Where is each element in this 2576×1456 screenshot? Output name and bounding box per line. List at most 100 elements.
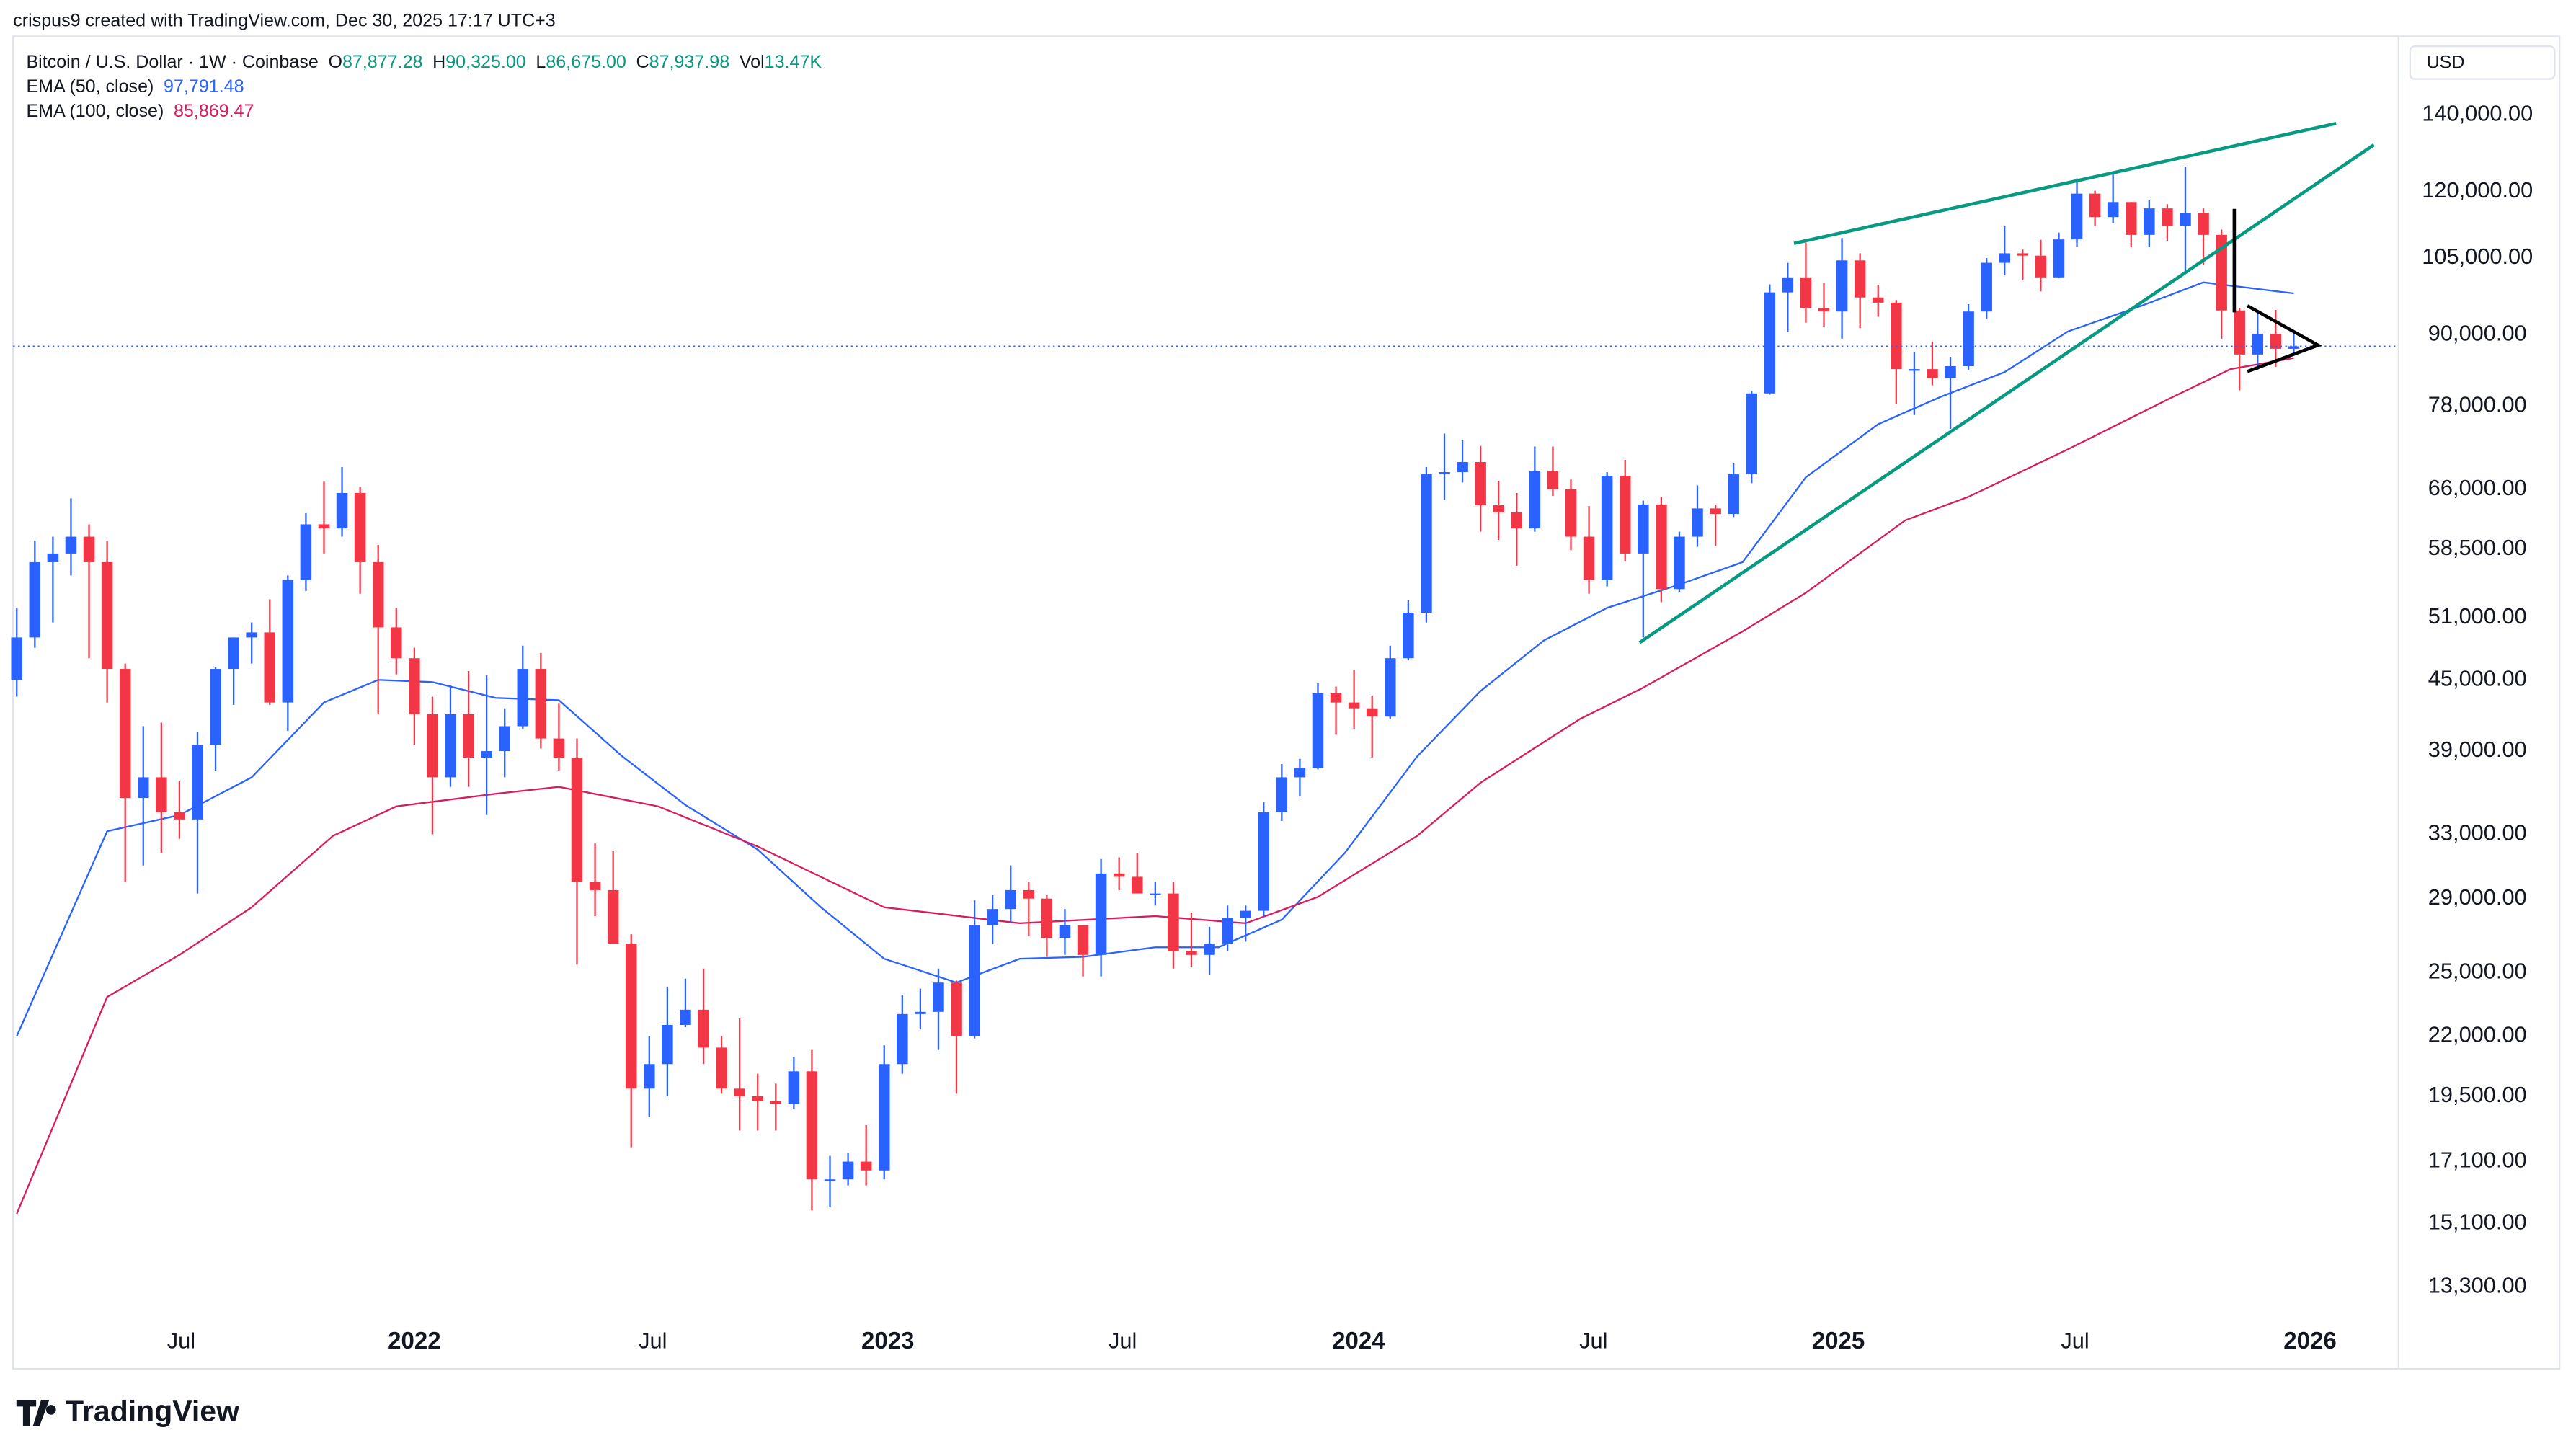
candle-body	[1366, 708, 1378, 717]
candle-body	[1710, 508, 1721, 515]
candle-body	[2125, 202, 2137, 235]
candle-body	[1764, 292, 1776, 394]
candle-body	[1168, 893, 1179, 951]
candle-body	[1348, 702, 1360, 709]
candle-body	[1909, 369, 1920, 371]
ema-line	[16, 281, 2294, 1036]
candle-body	[517, 669, 529, 727]
candle-body	[933, 982, 944, 1012]
candle-body	[1601, 476, 1613, 580]
candle-body	[354, 492, 366, 562]
candle-body	[752, 1096, 764, 1101]
candle-body	[1385, 658, 1396, 717]
candle-body	[1258, 812, 1270, 911]
legend-entry: EMA (50, close)	[26, 76, 154, 97]
candle-body	[951, 982, 962, 1036]
candle-body	[481, 751, 492, 758]
candle-body	[445, 714, 456, 778]
candle-body	[11, 637, 23, 680]
candle-body	[1565, 489, 1577, 537]
candle-body	[1728, 474, 1739, 515]
candle-body	[734, 1088, 745, 1096]
x-tick-label: Jul	[1579, 1328, 1607, 1354]
brand: TradingView	[66, 1394, 239, 1427]
candle-body	[1999, 253, 2011, 263]
candle-body	[1150, 893, 1161, 895]
candle-body	[1872, 297, 1884, 303]
candle-body	[878, 1064, 890, 1171]
y-tick-label: 19,500.00	[2428, 1082, 2527, 1107]
candle-body	[210, 669, 221, 745]
candle-body	[860, 1161, 872, 1171]
ohlc-label: L	[536, 51, 546, 71]
candle-body	[1059, 925, 1071, 938]
y-tick-label: 39,000.00	[2428, 737, 2527, 762]
candle-body	[1421, 474, 1432, 613]
candle-body	[1583, 536, 1595, 580]
candle-body	[644, 1064, 655, 1089]
candle-body	[915, 1011, 926, 1014]
triangle-pattern	[2247, 304, 2322, 373]
candle-body	[156, 777, 167, 812]
candle-body	[897, 1013, 908, 1065]
candle-body	[1240, 910, 1251, 918]
candle-body	[589, 882, 601, 890]
candle-body	[463, 714, 474, 758]
legend-entry: EMA (100, close)	[26, 101, 164, 121]
x-tick-label: Jul	[639, 1328, 667, 1354]
logo: TradingView	[16, 1394, 239, 1427]
candle-body	[409, 658, 420, 714]
candle-body	[842, 1161, 854, 1180]
legend-ema: EMA (100, close) 85,869.47	[26, 101, 254, 121]
legend-value: 97,791.48	[164, 76, 244, 97]
candle-body	[969, 925, 980, 1036]
candle-body	[1294, 768, 1306, 778]
y-tick-label: 25,000.00	[2428, 958, 2527, 983]
candle-body	[987, 909, 998, 925]
candle-body	[1457, 462, 1468, 473]
candle-body	[607, 889, 619, 944]
candle-body	[2216, 234, 2227, 311]
symbol-title: Bitcoin / U.S. Dollar · 1W · Coinbase	[26, 51, 318, 71]
candle-body	[1656, 504, 1667, 590]
candle-body	[1330, 693, 1342, 703]
y-tick-label: 120,000.00	[2422, 177, 2533, 203]
y-tick-label: 51,000.00	[2428, 603, 2527, 629]
candle-body	[1276, 777, 1288, 812]
candle-body	[2162, 208, 2173, 226]
candle-body	[625, 943, 637, 1089]
candle-body	[1674, 536, 1685, 590]
candle-body	[1475, 462, 1486, 506]
candle-body	[1439, 472, 1450, 475]
ohlc-label: C	[636, 51, 649, 71]
currency-box[interactable]	[2409, 45, 2556, 80]
ohlc-value: 87,937.98	[649, 51, 730, 71]
y-tick-label: 58,500.00	[2428, 535, 2527, 560]
candle-body	[1186, 951, 1197, 955]
candle-body	[2180, 213, 2191, 226]
candle-body	[824, 1179, 836, 1181]
currency: USD	[2427, 53, 2465, 73]
candle-body	[29, 561, 41, 638]
y-tick-label: 15,100.00	[2428, 1209, 2527, 1235]
candle-body	[553, 738, 565, 758]
candle-body	[788, 1071, 800, 1104]
candle-body	[101, 561, 113, 670]
y-tick-label: 13,300.00	[2428, 1272, 2527, 1297]
candle-body	[391, 627, 402, 659]
y-tick-label: 17,100.00	[2428, 1148, 2527, 1173]
candle-body	[662, 1025, 673, 1065]
ohlc-label: H	[432, 51, 445, 71]
x-tick-label: 2024	[1332, 1328, 1385, 1354]
y-tick-label: 33,000.00	[2428, 820, 2527, 845]
ohlc-value: 90,325.00	[445, 51, 526, 71]
candle-body	[1204, 943, 1215, 955]
candle-body	[1222, 918, 1233, 944]
candle-body	[1981, 262, 1992, 312]
candle-body	[499, 726, 510, 752]
candle-body	[716, 1047, 727, 1089]
candle-body	[1529, 471, 1541, 529]
chart-frame	[12, 35, 2561, 1370]
candle-body	[1005, 889, 1017, 910]
